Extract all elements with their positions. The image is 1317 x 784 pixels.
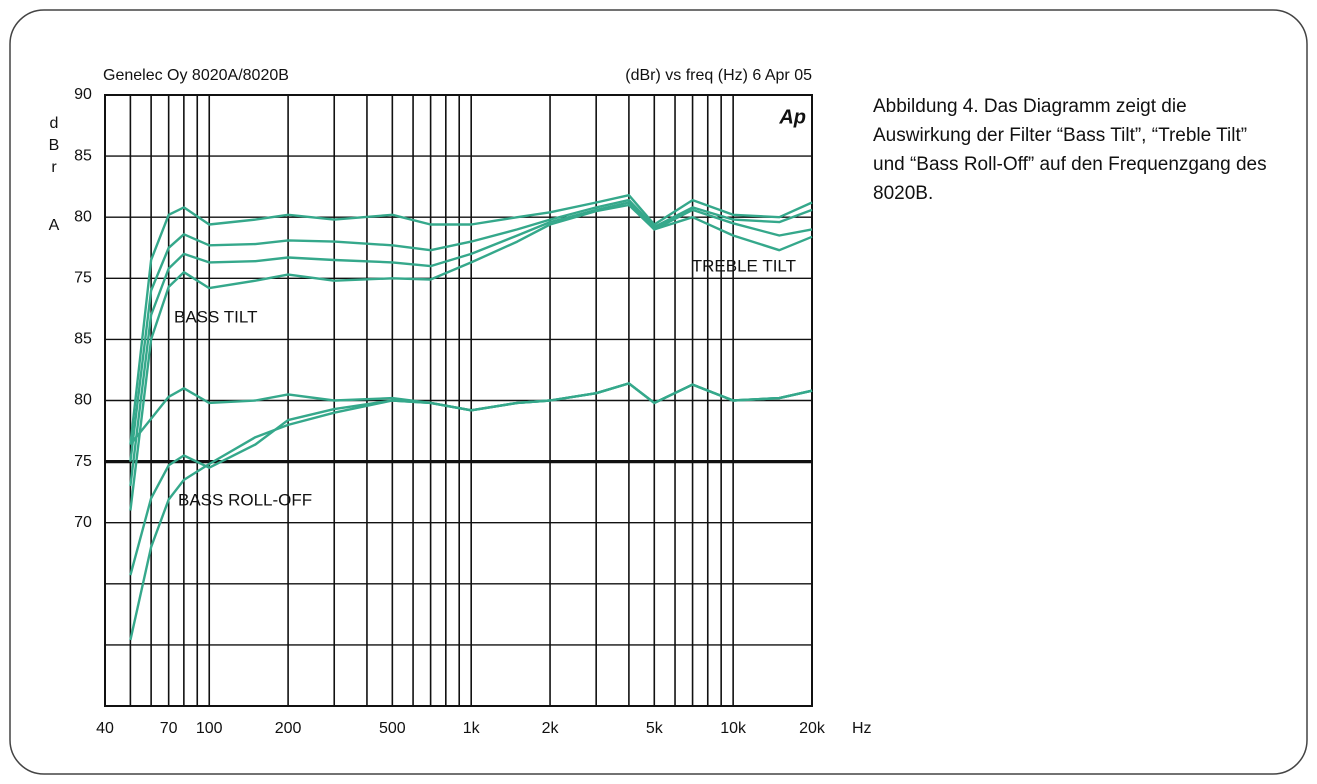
frame <box>9 9 1308 775</box>
series-line <box>129 201 813 487</box>
chart-subtitle: (dBr) vs freq (Hz) 6 Apr 05 <box>625 67 812 84</box>
x-tick-label: 500 <box>379 720 406 737</box>
y-tick-label: 80 <box>74 208 92 225</box>
logo: Ap <box>778 106 806 128</box>
y-label: A <box>49 217 60 234</box>
x-tick-label: 5k <box>646 720 664 737</box>
x-tick-label: 2k <box>542 720 560 737</box>
caption: Abbildung 4. Das Diagramm zeigt die Ausw… <box>873 96 1267 204</box>
y-tick-label: 80 <box>74 392 92 409</box>
x-tick-label: 1k <box>463 720 481 737</box>
x-unit: Hz <box>852 720 872 737</box>
annotation: BASS ROLL-OFF <box>178 490 312 509</box>
x-tick-label: 100 <box>196 720 223 737</box>
y-label: d <box>50 115 59 132</box>
series-line <box>129 382 813 641</box>
series-line <box>129 194 813 445</box>
annotation: TREBLE TILT <box>692 256 796 275</box>
chart-title: Genelec Oy 8020A/8020B <box>103 67 289 84</box>
x-tick-label: 10k <box>720 720 747 737</box>
y-tick-label: 75 <box>74 453 92 470</box>
series-line <box>129 198 813 462</box>
x-tick-label: 40 <box>96 720 114 737</box>
plot-frame <box>104 94 813 707</box>
y-tick-label: 85 <box>74 147 92 164</box>
x-tick-label: 20k <box>799 720 826 737</box>
y-tick-label: 70 <box>74 514 92 531</box>
annotation: BASS TILT <box>174 307 257 326</box>
y-tick-label: 75 <box>74 270 92 287</box>
series-line <box>129 203 813 511</box>
x-tick-label: 200 <box>275 720 302 737</box>
y-tick-label: 85 <box>74 331 92 348</box>
x-tick-label: 70 <box>160 720 178 737</box>
y-tick-label: 90 <box>74 86 92 103</box>
y-label: r <box>51 159 57 176</box>
y-label: B <box>49 137 60 154</box>
